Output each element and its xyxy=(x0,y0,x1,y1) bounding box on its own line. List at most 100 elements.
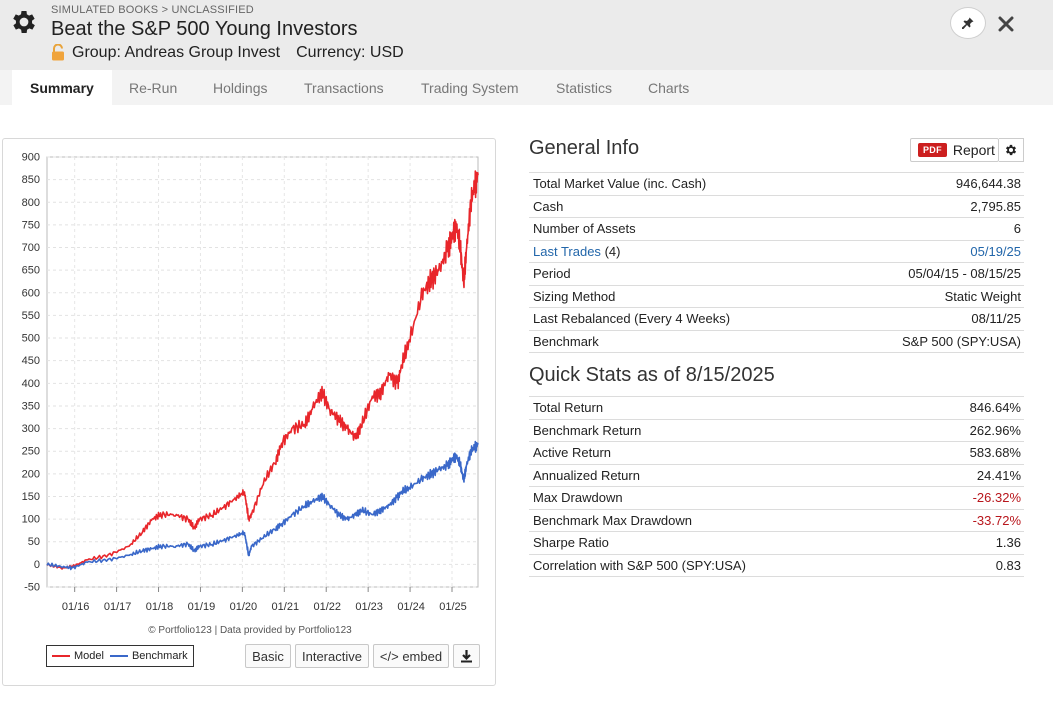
tab-charts[interactable]: Charts xyxy=(648,80,690,96)
tab-summary[interactable]: Summary xyxy=(12,70,112,105)
plot-area xyxy=(46,156,479,588)
legend-benchmark[interactable]: Benchmark xyxy=(131,650,188,662)
table-row: Number of Assets 6 xyxy=(529,217,1024,241)
close-button[interactable] xyxy=(994,12,1018,36)
legend-model-swatch xyxy=(52,655,70,657)
group-label: Group: Andreas Group Invest xyxy=(72,44,281,61)
pdf-report-button[interactable]: PDF Report xyxy=(910,138,999,162)
tab-transactions[interactable]: Transactions xyxy=(304,80,384,96)
row-value: 2,795.85 xyxy=(835,195,1024,218)
table-row: Max Drawdown -26.32% xyxy=(529,486,1024,510)
gear-icon[interactable] xyxy=(9,7,39,37)
performance-chart[interactable]: 9008508007507006506005505004504003503002… xyxy=(3,139,497,687)
y-tick-label: 600 xyxy=(22,287,40,299)
y-tick-label: 100 xyxy=(22,514,40,526)
quick-stats-title: Quick Stats as of 8/15/2025 xyxy=(529,364,775,386)
general-info-table: Total Market Value (inc. Cash) 946,644.3… xyxy=(529,172,1024,353)
y-tick-label: 750 xyxy=(22,219,40,231)
x-tick-label: 01/23 xyxy=(355,601,383,613)
table-row: Benchmark Return 262.96% xyxy=(529,419,1024,442)
unlocked-lock-icon xyxy=(52,43,64,60)
performance-chart-card: 900 850 800 750 700 650 600 550 500 450 400 350 300 2… xyxy=(2,138,496,686)
row-value: 1.36 xyxy=(920,531,1024,555)
x-tick-label: 01/24 xyxy=(397,601,425,613)
row-value: 262.96% xyxy=(920,419,1024,442)
interactive-button[interactable]: Interactive xyxy=(295,644,369,668)
row-label: Number of Assets xyxy=(529,217,836,241)
last-trades-count: (4) xyxy=(604,243,621,259)
y-tick-label: 0 xyxy=(34,559,40,571)
pdf-icon: PDF xyxy=(918,143,947,157)
tab-holdings[interactable]: Holdings xyxy=(213,80,268,96)
download-icon xyxy=(461,650,472,663)
x-tick-label: 01/17 xyxy=(104,601,132,613)
download-button[interactable] xyxy=(453,644,480,668)
y-tick-label: 450 xyxy=(22,355,40,367)
row-value: 24.41% xyxy=(920,464,1024,487)
row-label: Cash xyxy=(529,195,836,218)
table-row: Period 05/04/15 - 08/15/25 xyxy=(529,262,1024,286)
row-value: 0.83 xyxy=(920,554,1024,577)
y-tick-label: 500 xyxy=(22,333,40,345)
tab-re-run[interactable]: Re-Run xyxy=(129,80,178,96)
row-label: Benchmark Return xyxy=(529,419,921,442)
tab-statistics[interactable]: Statistics xyxy=(556,80,613,96)
row-label: Period xyxy=(529,262,836,286)
y-tick-label: 850 xyxy=(22,174,40,186)
report-settings-button[interactable] xyxy=(999,138,1024,162)
book-meta: Group: Andreas Group Invest Currency: US… xyxy=(51,43,404,62)
row-label: Total Market Value (inc. Cash) xyxy=(529,172,836,196)
breadcrumb[interactable]: SIMULATED BOOKS > UNCLASSIFIED xyxy=(51,4,254,16)
x-tick-label: 01/16 xyxy=(62,601,90,613)
y-tick-label: 300 xyxy=(22,423,40,435)
y-tick-label: 150 xyxy=(22,491,40,503)
last-trades-link[interactable]: Last Trades xyxy=(533,243,601,259)
chart-legend: Model Benchmark xyxy=(46,645,194,667)
table-row: Cash 2,795.85 xyxy=(529,195,1024,218)
row-value: 05/04/15 - 08/15/25 xyxy=(835,262,1024,286)
row-label: Benchmark xyxy=(529,330,836,353)
table-row: Benchmark S&P 500 (SPY:USA) xyxy=(529,330,1024,353)
table-row: Annualized Return 24.41% xyxy=(529,464,1024,487)
row-label: Max Drawdown xyxy=(529,486,921,510)
currency-label: Currency: USD xyxy=(296,44,404,61)
row-label: Benchmark Max Drawdown xyxy=(529,509,921,532)
last-trades-date-link[interactable]: 05/19/25 xyxy=(835,240,1024,263)
row-label: Annualized Return xyxy=(529,464,921,487)
tab-trading-system[interactable]: Trading System xyxy=(421,80,519,96)
series-line-model xyxy=(46,170,479,570)
pin-button[interactable] xyxy=(950,7,986,39)
pin-icon xyxy=(962,17,974,29)
general-info-title: General Info xyxy=(529,137,640,159)
y-tick-label: 900 xyxy=(22,152,40,164)
series-line-benchmark xyxy=(46,440,479,571)
page-title: Beat the S&P 500 Young Investors xyxy=(51,18,358,40)
row-label: Correlation with S&P 500 (SPY:USA) xyxy=(529,554,921,577)
page-header: SIMULATED BOOKS > UNCLASSIFIED Beat the … xyxy=(0,0,1053,70)
x-tick-label: 01/21 xyxy=(272,601,300,613)
table-row: Correlation with S&P 500 (SPY:USA) 0.83 xyxy=(529,554,1024,577)
table-row: Active Return 583.68% xyxy=(529,441,1024,465)
x-tick-label: 01/18 xyxy=(146,601,174,613)
y-tick-label: 400 xyxy=(22,378,40,390)
x-tick-label: 01/20 xyxy=(230,601,258,613)
row-value: 6 xyxy=(835,217,1024,241)
x-tick-label: 01/22 xyxy=(313,601,341,613)
y-tick-label: 700 xyxy=(22,242,40,254)
row-value: 08/11/25 xyxy=(835,307,1024,331)
row-label: Last Trades (4) xyxy=(529,240,836,263)
row-value: 946,644.38 xyxy=(835,172,1024,196)
row-label: Last Rebalanced (Every 4 Weeks) xyxy=(529,307,836,331)
row-value: -26.32% xyxy=(920,486,1024,510)
chart-copyright: © Portfolio123 | Data provided by Portfo… xyxy=(148,625,352,636)
x-tick-label: 01/19 xyxy=(188,601,216,613)
legend-model[interactable]: Model xyxy=(74,650,104,662)
embed-button[interactable]: </> embed xyxy=(373,644,449,668)
table-row: Last Rebalanced (Every 4 Weeks) 08/11/25 xyxy=(529,307,1024,331)
table-row: Total Market Value (inc. Cash) 946,644.3… xyxy=(529,172,1024,196)
row-label: Sharpe Ratio xyxy=(529,531,921,555)
y-tick-label: 200 xyxy=(22,468,40,480)
y-tick-label: 550 xyxy=(22,310,40,322)
basic-button[interactable]: Basic xyxy=(245,644,291,668)
y-tick-label: 650 xyxy=(22,265,40,277)
